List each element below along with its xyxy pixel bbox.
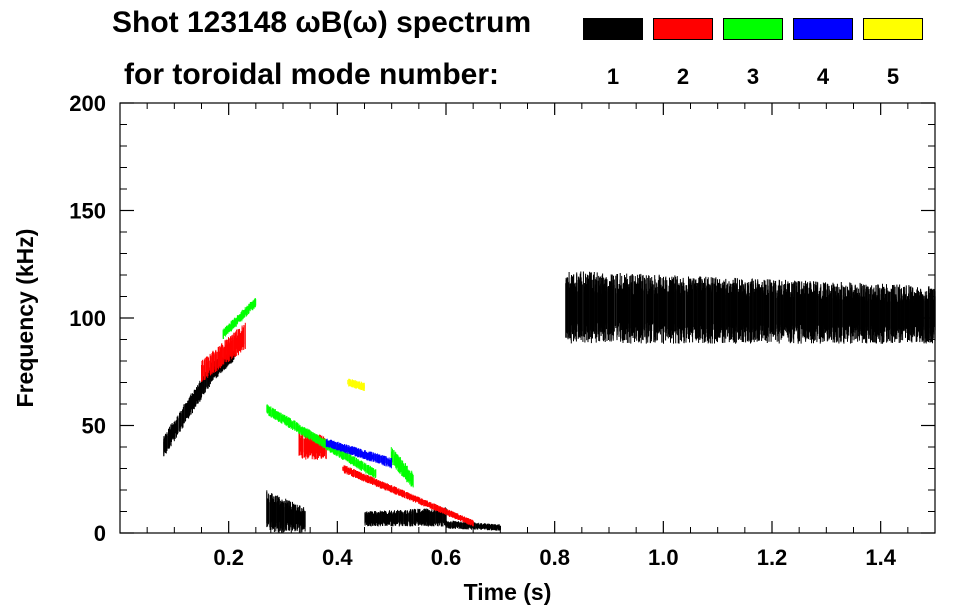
mode-4-band-1 [325, 438, 392, 469]
mode-1-band-4 [364, 507, 447, 527]
mode-2-band-3 [342, 465, 474, 527]
mode-3-band-1 [222, 298, 257, 339]
mode-1-band-6 [565, 271, 936, 344]
mode-2-band-1 [201, 322, 246, 382]
y-tick-label: 50 [82, 414, 106, 439]
x-tick-label: 0.2 [213, 545, 244, 570]
y-tick-label: 150 [69, 199, 106, 224]
mode-3-band-3 [390, 447, 414, 488]
legend-swatch-mode-3 [723, 18, 783, 40]
x-tick-label: 1.4 [865, 545, 896, 570]
legend-swatch-mode-1 [583, 18, 643, 40]
legend-label-mode-4: 4 [816, 64, 830, 89]
legend-label-mode-1: 1 [606, 64, 620, 89]
y-axis-label: Frequency (kHz) [12, 229, 38, 408]
x-tick-label: 1.0 [648, 545, 679, 570]
legend-swatch-mode-4 [793, 18, 853, 40]
legend-label-mode-5: 5 [886, 64, 900, 89]
legend-swatch-mode-2 [653, 18, 713, 40]
legend-swatch-mode-5 [863, 18, 923, 40]
y-tick-label: 100 [69, 306, 106, 331]
y-tick-label: 200 [69, 91, 106, 116]
legend-label-mode-2: 2 [676, 64, 690, 89]
mode-1-band-3 [266, 490, 306, 533]
chart-subtitle: for toroidal mode number: [124, 58, 499, 91]
x-tick-label: 0.6 [431, 545, 462, 570]
chart-title: Shot 123148 ωB(ω) spectrum [112, 6, 532, 39]
x-axis-label: Time (s) [464, 579, 552, 605]
x-tick-label: 0.4 [322, 545, 353, 570]
mode-3-band-2 [266, 404, 377, 479]
y-tick-label: 0 [94, 521, 106, 546]
x-tick-label: 0.8 [539, 545, 570, 570]
legend-label-mode-3: 3 [746, 64, 760, 89]
mode-5-band-1 [347, 378, 365, 391]
x-tick-label: 1.2 [757, 545, 788, 570]
mode-1-band-1 [163, 362, 213, 457]
